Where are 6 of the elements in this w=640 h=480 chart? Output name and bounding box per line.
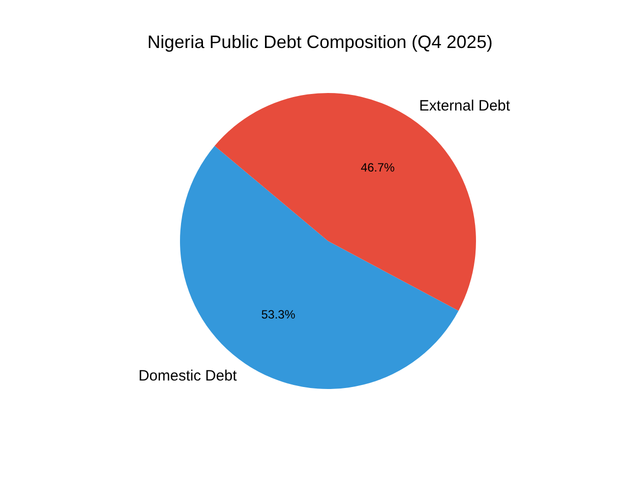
slice-label: Domestic Debt — [138, 367, 238, 384]
pie-slice — [214, 93, 476, 311]
slice-label: External Debt — [419, 98, 511, 115]
data-label: 46.7% — [360, 160, 396, 174]
chart-title: Nigeria Public Debt Composition (Q4 2025) — [146, 32, 494, 53]
data-label: 53.3% — [261, 308, 296, 322]
